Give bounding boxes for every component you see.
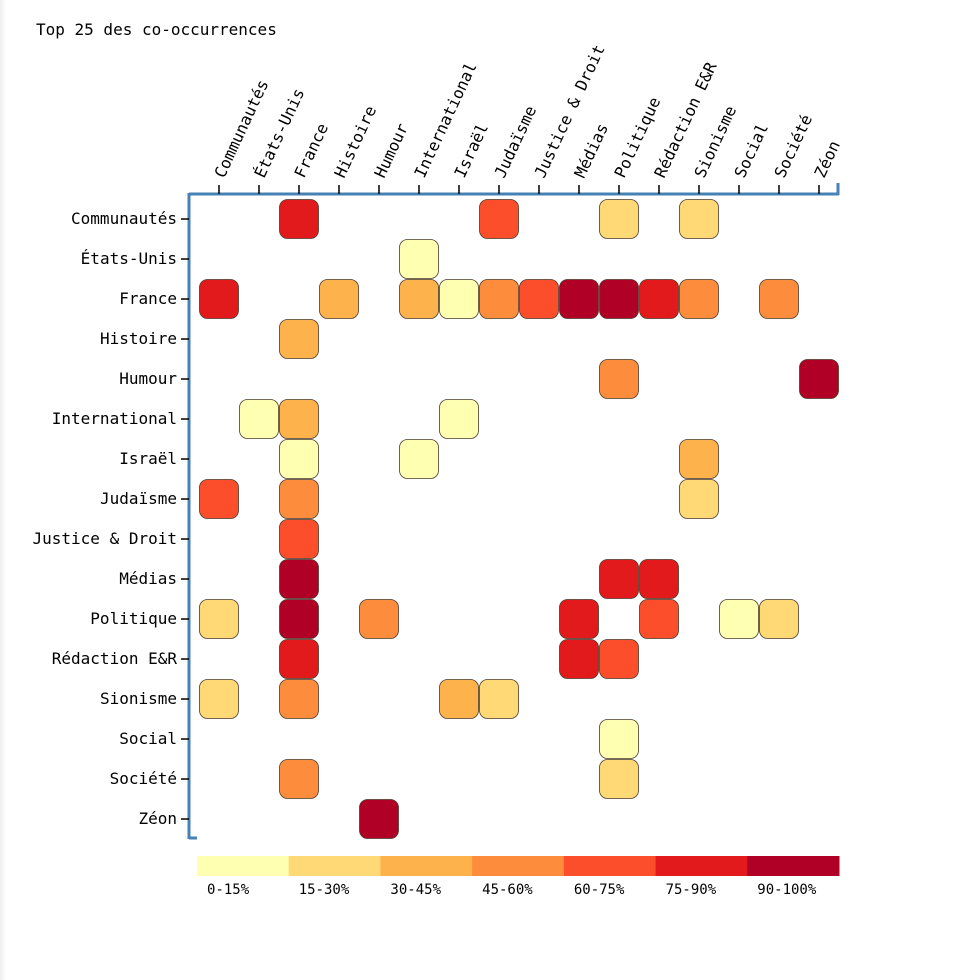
row-label: Sionisme bbox=[100, 689, 177, 708]
heatmap-cell bbox=[479, 199, 519, 239]
heatmap-cell bbox=[359, 599, 399, 639]
heatmap-cell bbox=[679, 279, 719, 319]
heatmap-cell bbox=[759, 279, 799, 319]
heatmap-cell bbox=[279, 519, 319, 559]
legend-swatch bbox=[197, 856, 290, 876]
legend-swatch bbox=[563, 856, 657, 876]
heatmap-cell bbox=[519, 279, 559, 319]
legend-label: 0-15% bbox=[207, 882, 250, 898]
legend-label: 75-90% bbox=[666, 882, 717, 898]
column-label: Social bbox=[730, 120, 772, 180]
column-label: Société bbox=[770, 112, 816, 181]
heatmap-cell bbox=[399, 239, 439, 279]
heatmap-cell bbox=[799, 359, 839, 399]
heatmap-cell bbox=[599, 639, 639, 679]
heatmap-cell bbox=[279, 599, 319, 639]
row-label: Médias bbox=[119, 569, 177, 588]
heatmap-cell bbox=[679, 199, 719, 239]
heatmap-cell bbox=[479, 679, 519, 719]
row-label: Social bbox=[119, 729, 177, 748]
heatmap-cell bbox=[279, 479, 319, 519]
column-labels: CommunautésÉtats-UnisFranceHistoireHumou… bbox=[210, 42, 844, 181]
heatmap-cell bbox=[439, 399, 479, 439]
heatmap-cell bbox=[399, 439, 439, 479]
heatmap-cell bbox=[599, 559, 639, 599]
legend-swatch bbox=[380, 856, 473, 876]
heatmap-cell bbox=[639, 559, 679, 599]
legend-swatch bbox=[747, 856, 840, 876]
heatmap-cell bbox=[279, 759, 319, 799]
legend-swatch bbox=[655, 856, 748, 876]
heatmap-cell bbox=[399, 279, 439, 319]
column-label: France bbox=[290, 120, 332, 180]
row-labels: Communautés États-Unis France Histoire Humou… bbox=[33, 209, 178, 828]
chart-title: Top 25 des co-occurrences bbox=[36, 20, 277, 39]
heatmap-cell bbox=[759, 599, 799, 639]
heatmap-cell bbox=[719, 599, 759, 639]
heatmap-cell bbox=[279, 399, 319, 439]
row-label: Humour bbox=[119, 369, 177, 388]
heatmap-cell bbox=[279, 639, 319, 679]
row-label: Rédaction E&R bbox=[52, 649, 178, 668]
legend: 0-15% 15-30% 30-45% 45-60% 60-75% 75-90% 90-10… bbox=[197, 856, 840, 898]
legend-swatch bbox=[288, 856, 381, 876]
row-label: Israël bbox=[119, 449, 177, 468]
heatmap-cell bbox=[279, 439, 319, 479]
legend-label: 45-60% bbox=[482, 882, 533, 898]
heatmap-cell bbox=[599, 279, 639, 319]
heatmap-cell bbox=[559, 279, 599, 319]
row-label: Zéon bbox=[138, 809, 177, 828]
row-label: Politique bbox=[90, 609, 177, 628]
heatmap-cell bbox=[359, 799, 399, 839]
heatmap-cell bbox=[559, 639, 599, 679]
heatmap-cell bbox=[679, 479, 719, 519]
heatmap-cell bbox=[279, 319, 319, 359]
row-label: France bbox=[119, 289, 177, 308]
column-label: Zéon bbox=[810, 138, 844, 181]
heatmap-cell bbox=[559, 599, 599, 639]
column-label: Humour bbox=[370, 120, 412, 181]
column-label: Israël bbox=[450, 120, 492, 180]
heatmap-cell bbox=[279, 199, 319, 239]
row-label: Justice & Droit bbox=[33, 529, 178, 548]
heatmap-cell bbox=[199, 679, 239, 719]
heatmap-cell bbox=[279, 679, 319, 719]
column-label: Médias bbox=[570, 120, 612, 180]
row-label: États-Unis bbox=[81, 249, 177, 268]
heatmap-cells bbox=[199, 199, 839, 839]
row-label: Communautés bbox=[71, 209, 177, 228]
heatmap-cell bbox=[479, 279, 519, 319]
heatmap-cell bbox=[599, 759, 639, 799]
heatmap-cell bbox=[439, 679, 479, 719]
axes bbox=[181, 183, 840, 840]
row-label: International bbox=[52, 409, 177, 428]
heatmap-cell bbox=[239, 399, 279, 439]
legend-label: 15-30% bbox=[299, 882, 350, 898]
left-edge-shadow bbox=[0, 0, 6, 980]
heatmap-cell bbox=[679, 439, 719, 479]
heatmap-cell bbox=[199, 279, 239, 319]
row-label: Histoire bbox=[100, 329, 177, 348]
legend-label: 30-45% bbox=[390, 882, 441, 898]
heatmap-cell bbox=[199, 599, 239, 639]
heatmap-cell bbox=[439, 279, 479, 319]
legend-swatch bbox=[472, 856, 565, 876]
heatmap-cell bbox=[639, 279, 679, 319]
row-label: Société bbox=[110, 769, 177, 788]
heatmap-cell bbox=[599, 719, 639, 759]
heatmap-cell bbox=[199, 479, 239, 519]
heatmap-cell bbox=[319, 279, 359, 319]
legend-label: 60-75% bbox=[574, 882, 625, 898]
heatmap-cell bbox=[279, 559, 319, 599]
heatmap-cell bbox=[599, 359, 639, 399]
heatmap-cell bbox=[599, 199, 639, 239]
legend-label: 90-100% bbox=[757, 882, 817, 898]
heatmap-cell bbox=[639, 599, 679, 639]
row-label: Judaïsme bbox=[100, 489, 177, 508]
